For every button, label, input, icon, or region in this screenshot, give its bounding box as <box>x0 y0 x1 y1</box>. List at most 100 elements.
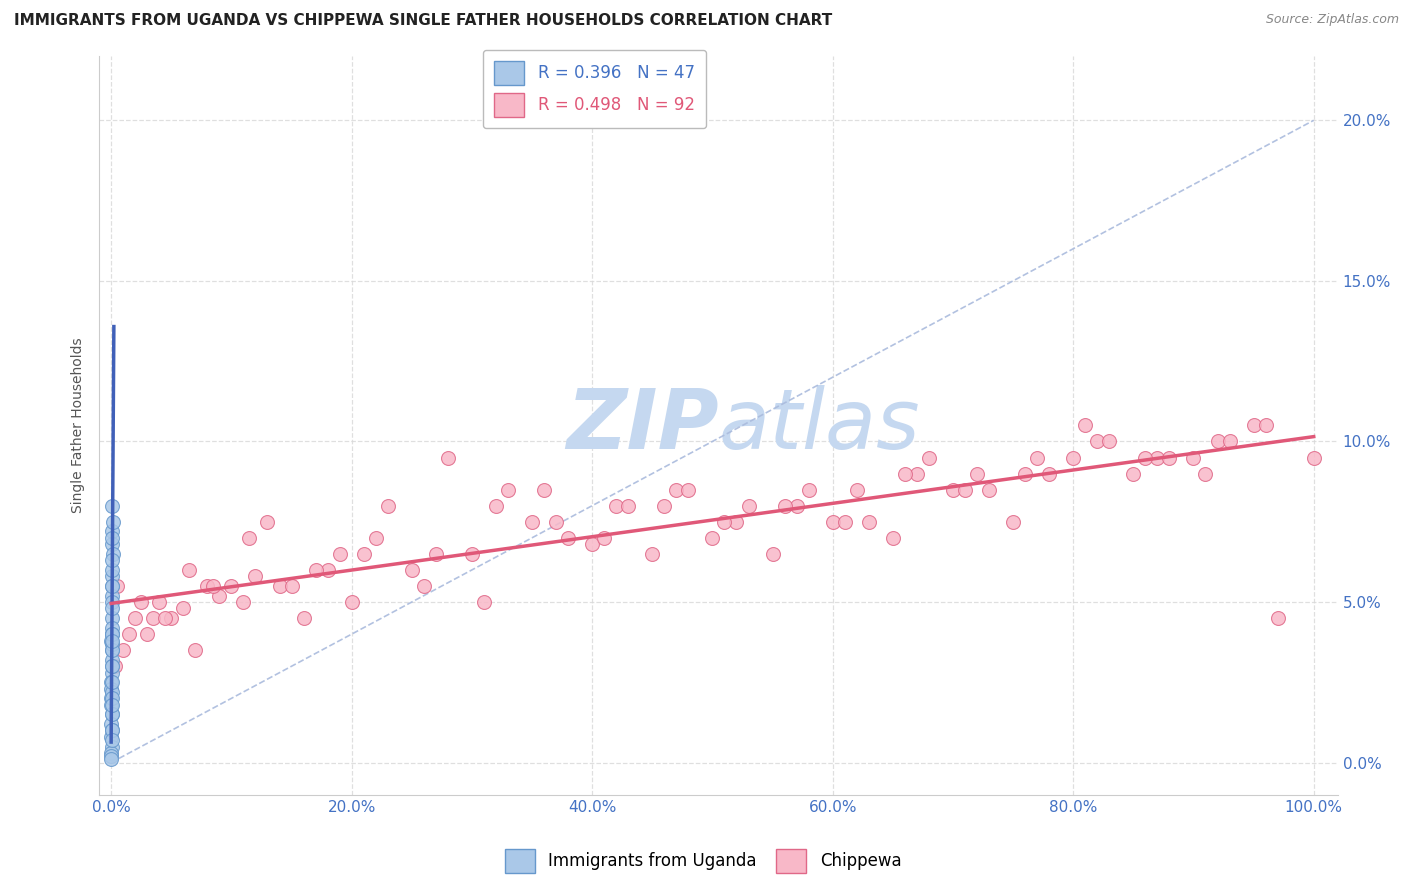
Point <box>437 450 460 465</box>
Point <box>340 595 363 609</box>
Point <box>1085 434 1108 449</box>
Point <box>100 621 122 635</box>
Point <box>100 637 122 651</box>
Point <box>104 659 127 673</box>
Point <box>179 563 201 577</box>
Point <box>100 746 122 760</box>
Point <box>1038 467 1060 481</box>
Point <box>1243 418 1265 433</box>
Point <box>101 601 124 615</box>
Point <box>485 499 508 513</box>
Point <box>100 569 122 583</box>
Point <box>101 579 124 593</box>
Point <box>100 739 122 754</box>
Point <box>208 589 231 603</box>
Point <box>101 627 124 641</box>
Point <box>652 499 675 513</box>
Point <box>100 675 122 690</box>
Text: atlas: atlas <box>718 384 920 466</box>
Point <box>1267 611 1289 625</box>
Point <box>124 611 146 625</box>
Point <box>256 515 278 529</box>
Point <box>100 643 122 657</box>
Point <box>100 723 122 738</box>
Point <box>461 547 484 561</box>
Point <box>101 553 124 567</box>
Point <box>1194 467 1216 481</box>
Point <box>761 547 783 561</box>
Point <box>100 627 122 641</box>
Point <box>797 483 820 497</box>
Point <box>546 515 568 529</box>
Point <box>100 752 122 766</box>
Point <box>112 643 135 657</box>
Point <box>905 467 928 481</box>
Legend: Immigrants from Uganda, Chippewa: Immigrants from Uganda, Chippewa <box>498 842 908 880</box>
Point <box>100 691 122 706</box>
Point <box>100 730 122 744</box>
Point <box>101 659 124 673</box>
Point <box>100 633 122 648</box>
Point <box>202 579 225 593</box>
Point <box>280 579 302 593</box>
Point <box>100 627 122 641</box>
Point <box>557 531 579 545</box>
Text: ZIP: ZIP <box>565 384 718 466</box>
Point <box>100 524 122 539</box>
Point <box>105 579 128 593</box>
Point <box>520 515 543 529</box>
Point <box>329 547 352 561</box>
Point <box>101 611 124 625</box>
Point <box>101 595 124 609</box>
Point <box>101 499 124 513</box>
Point <box>821 515 844 529</box>
Point <box>100 659 122 673</box>
Point <box>918 450 941 465</box>
Point <box>195 579 218 593</box>
Point <box>101 531 124 545</box>
Point <box>401 563 423 577</box>
Point <box>101 537 124 551</box>
Point <box>100 749 122 764</box>
Point <box>1302 450 1324 465</box>
Point <box>100 643 122 657</box>
Point <box>834 515 856 529</box>
Point <box>101 579 124 593</box>
Point <box>1122 467 1144 481</box>
Point <box>172 601 194 615</box>
Point <box>136 627 159 641</box>
Point <box>101 547 124 561</box>
Point <box>1182 450 1205 465</box>
Point <box>304 563 326 577</box>
Point <box>155 611 177 625</box>
Text: Source: ZipAtlas.com: Source: ZipAtlas.com <box>1265 13 1399 27</box>
Point <box>882 531 904 545</box>
Point <box>605 499 627 513</box>
Point <box>1159 450 1181 465</box>
Point <box>184 643 207 657</box>
Y-axis label: Single Father Households: Single Father Households <box>72 337 86 513</box>
Point <box>129 595 152 609</box>
Point <box>1026 450 1049 465</box>
Point <box>496 483 519 497</box>
Point <box>1014 467 1036 481</box>
Point <box>292 611 315 625</box>
Point <box>1062 450 1084 465</box>
Point <box>641 547 664 561</box>
Point <box>977 483 1000 497</box>
Point <box>100 717 122 731</box>
Point <box>678 483 700 497</box>
Point <box>148 595 170 609</box>
Point <box>725 515 748 529</box>
Point <box>1146 450 1168 465</box>
Point <box>1218 434 1240 449</box>
Point <box>786 499 808 513</box>
Point <box>593 531 616 545</box>
Point <box>100 733 122 747</box>
Point <box>1254 418 1277 433</box>
Point <box>702 531 724 545</box>
Point <box>221 579 243 593</box>
Point <box>100 675 122 690</box>
Point <box>100 665 122 680</box>
Point <box>425 547 447 561</box>
